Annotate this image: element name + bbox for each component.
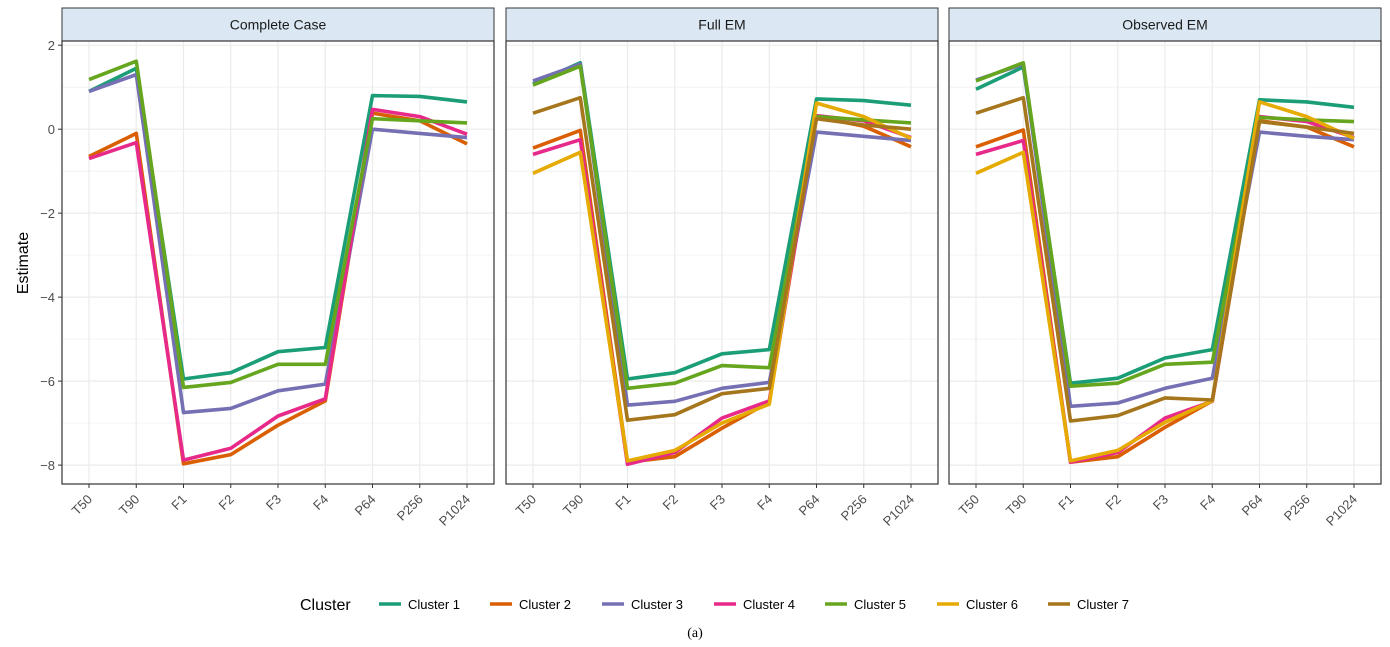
- x-tick-label: P64: [796, 492, 823, 519]
- x-tick-label: F1: [168, 492, 189, 513]
- legend-label: Cluster 6: [966, 597, 1018, 612]
- legend-label: Cluster 1: [408, 597, 460, 612]
- panel-1: Complete Case T50 T90 F1 F2 F3 F4 P64 P256 P1024: [61, 7, 495, 529]
- legend-item-cluster-6: Cluster 6: [937, 597, 1018, 612]
- legend: Cluster Cluster 1 Cluster 2 Cluster 3 Cluste…: [300, 597, 1129, 614]
- y-tick-label: −2: [40, 206, 55, 221]
- x-tick-label: T90: [116, 492, 142, 518]
- legend-item-cluster-4: Cluster 4: [714, 597, 795, 612]
- x-tick-label: P1024: [880, 492, 917, 529]
- x-tick-label: P1024: [436, 492, 473, 529]
- x-tick-label: T50: [513, 492, 539, 518]
- x-tick-label: P1024: [1323, 492, 1360, 529]
- x-tick-label: F4: [754, 492, 775, 513]
- series-line-cluster-7: [532, 95, 912, 423]
- x-tick-label: T50: [956, 492, 982, 518]
- series-line-cluster-5: [532, 64, 912, 391]
- x-tick-label: F1: [1055, 492, 1076, 513]
- y-axis-title: Estimate: [15, 232, 32, 294]
- legend-item-cluster-1: Cluster 1: [379, 597, 460, 612]
- figure-caption: (a): [687, 626, 703, 641]
- y-tick-label: 0: [48, 122, 55, 137]
- series-line-cluster-6: [532, 101, 912, 463]
- panel-title: Complete Case: [230, 17, 327, 33]
- panel-2: Full EM T50 T90 F1 F2 F3 F4 P64 P256 P1024: [505, 7, 939, 529]
- panel-strip: [948, 7, 1382, 42]
- x-tick-label: P64: [352, 492, 379, 519]
- legend-item-cluster-3: Cluster 3: [602, 597, 683, 612]
- x-tick-label: F2: [216, 492, 237, 513]
- y-tick-label: −8: [40, 458, 55, 473]
- x-tick-label: P256: [838, 492, 870, 524]
- x-tick-label: F4: [1197, 492, 1218, 513]
- series-line-cluster-7: [975, 95, 1355, 423]
- axes: 2 0 −2 −4 −6 −8 Estimate: [15, 38, 62, 473]
- y-tick-label: −6: [40, 374, 55, 389]
- x-tick-label: T50: [69, 492, 95, 518]
- legend-label: Cluster 2: [519, 597, 571, 612]
- x-tick-label: F2: [660, 492, 681, 513]
- series-line-cluster-4: [88, 107, 468, 462]
- x-tick-label: F3: [263, 492, 284, 513]
- panel-strip: [61, 7, 495, 42]
- series-line-cluster-6: [975, 100, 1355, 463]
- x-tick-label: P256: [1281, 492, 1313, 524]
- x-tick-label: P64: [1239, 492, 1266, 519]
- series-line-cluster-5: [975, 60, 1355, 389]
- legend-label: Cluster 4: [743, 597, 795, 612]
- legend-item-cluster-5: Cluster 5: [825, 597, 906, 612]
- x-tick-label: T90: [560, 492, 586, 518]
- legend-item-cluster-7: Cluster 7: [1048, 597, 1129, 612]
- legend-label: Cluster 3: [631, 597, 683, 612]
- x-tick-label: F1: [612, 492, 633, 513]
- x-tick-label: F2: [1103, 492, 1124, 513]
- panel-title: Full EM: [698, 17, 745, 33]
- legend-title: Cluster: [300, 597, 351, 614]
- x-tick-label: T90: [1003, 492, 1029, 518]
- y-tick-label: 2: [48, 38, 55, 53]
- x-tick-label: F3: [1150, 492, 1171, 513]
- x-tick-label: F3: [707, 492, 728, 513]
- panel-title: Observed EM: [1122, 17, 1208, 33]
- legend-label: Cluster 7: [1077, 597, 1129, 612]
- panel-3: Observed EM T50 T90 F1 F2 F3 F4 P64 P256 P1024: [948, 7, 1382, 529]
- x-tick-label: P256: [394, 492, 426, 524]
- legend-label: Cluster 5: [854, 597, 906, 612]
- x-tick-label: F4: [310, 492, 331, 513]
- legend-item-cluster-2: Cluster 2: [490, 597, 571, 612]
- y-tick-label: −4: [40, 290, 55, 305]
- series-line-cluster-3: [88, 72, 468, 415]
- series-line-cluster-5: [88, 59, 468, 390]
